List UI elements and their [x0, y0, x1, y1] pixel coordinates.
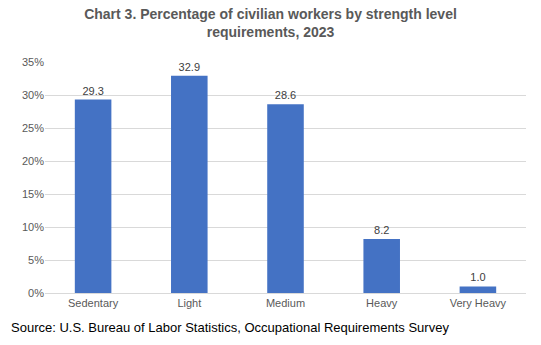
- svg-text:Very Heavy: Very Heavy: [450, 297, 507, 309]
- svg-text:15%: 15%: [22, 188, 44, 200]
- svg-text:Medium: Medium: [266, 297, 305, 309]
- svg-text:20%: 20%: [22, 155, 44, 167]
- svg-text:30%: 30%: [22, 89, 44, 101]
- svg-text:5%: 5%: [28, 254, 44, 266]
- svg-text:Heavy: Heavy: [366, 297, 398, 309]
- svg-text:Light: Light: [177, 297, 201, 309]
- svg-text:25%: 25%: [22, 122, 44, 134]
- svg-text:10%: 10%: [22, 221, 44, 233]
- svg-text:Sedentary: Sedentary: [68, 297, 119, 309]
- svg-text:Chart 3. Percentage of civilia: Chart 3. Percentage of civilian workers …: [84, 6, 457, 40]
- svg-text:32.9: 32.9: [179, 61, 200, 73]
- svg-text:29.3: 29.3: [82, 85, 103, 97]
- svg-text:28.6: 28.6: [275, 89, 296, 101]
- svg-text:0%: 0%: [28, 287, 44, 299]
- svg-text:8.2: 8.2: [374, 224, 389, 236]
- svg-text:Source: U.S. Bureau of Labor S: Source: U.S. Bureau of Labor Statistics,…: [11, 320, 449, 335]
- svg-text:1.0: 1.0: [470, 271, 485, 283]
- svg-text:35%: 35%: [22, 56, 44, 68]
